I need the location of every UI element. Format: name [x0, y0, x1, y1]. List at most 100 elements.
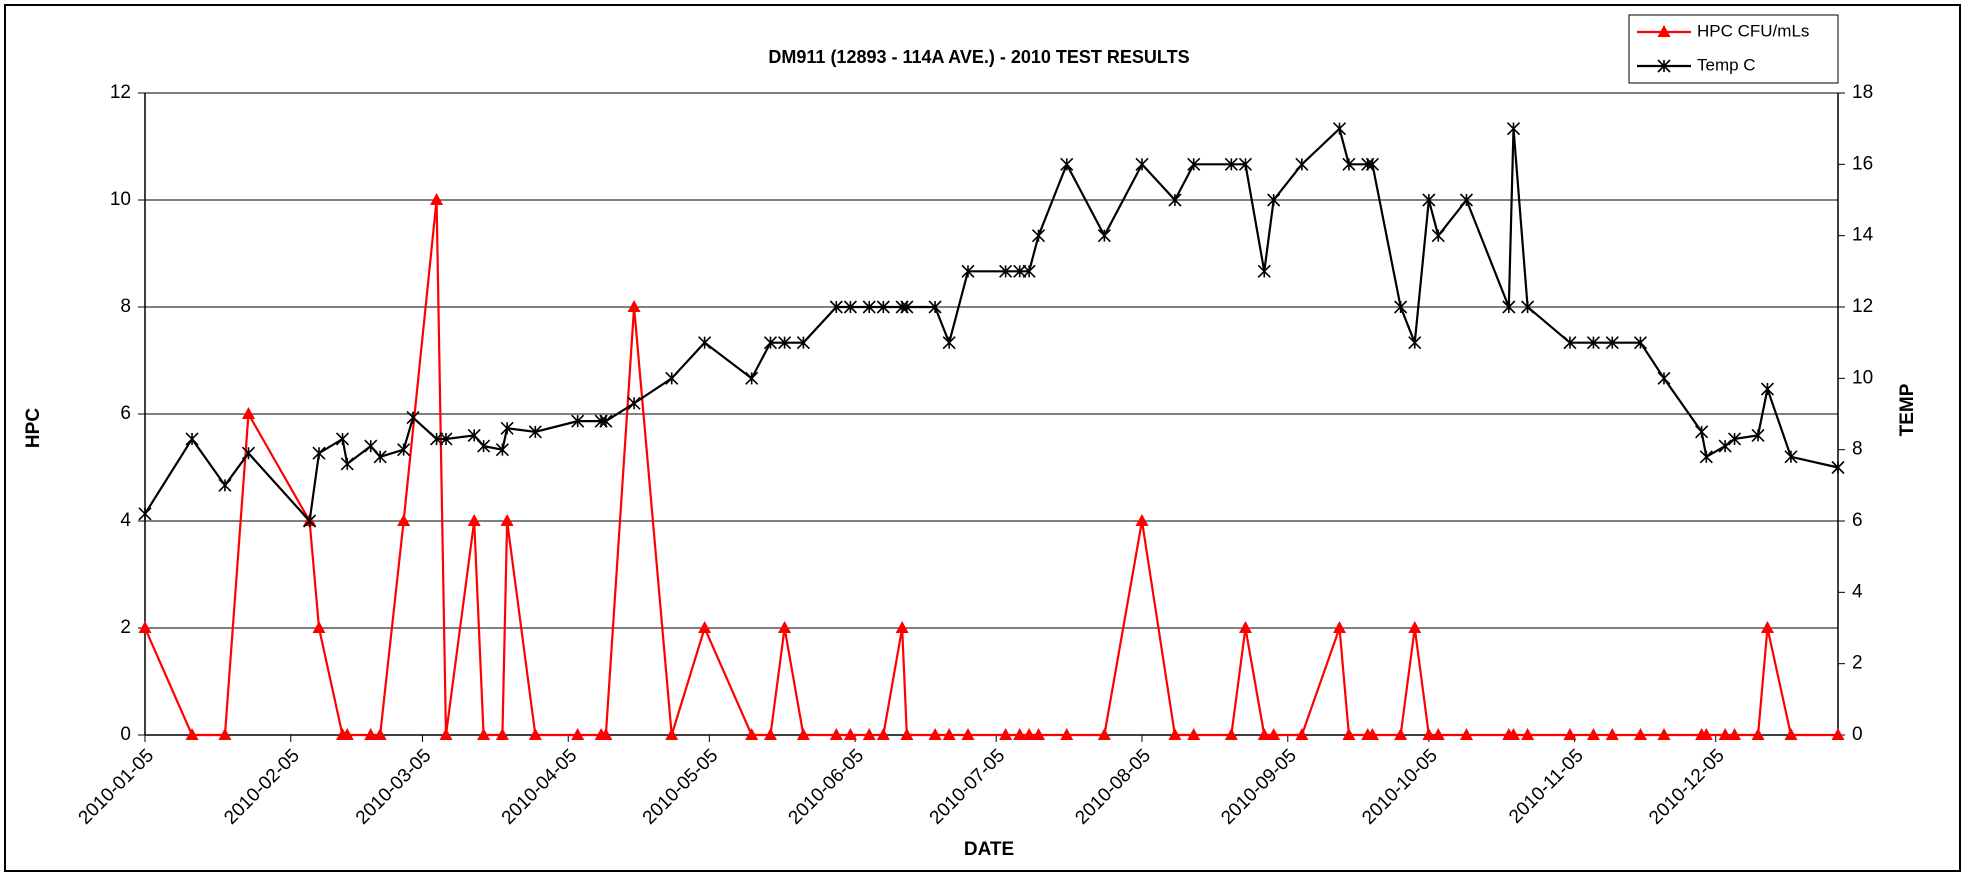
point	[796, 728, 810, 740]
point	[928, 300, 942, 314]
point	[862, 300, 876, 314]
point	[999, 264, 1013, 278]
point	[528, 728, 542, 740]
point	[477, 728, 491, 740]
x-axis-label: DATE	[964, 839, 1014, 860]
point	[1408, 621, 1422, 633]
point	[1187, 728, 1201, 740]
point	[364, 439, 378, 453]
point	[1267, 193, 1281, 207]
point	[1657, 371, 1671, 385]
point	[1422, 193, 1436, 207]
point	[1784, 728, 1798, 740]
point	[763, 728, 777, 740]
point	[1394, 728, 1408, 740]
point	[1633, 336, 1648, 350]
point	[1699, 728, 1713, 740]
point	[430, 193, 444, 205]
point	[1506, 122, 1521, 136]
point	[1760, 382, 1775, 396]
point	[1060, 728, 1074, 740]
point	[467, 428, 481, 442]
point	[312, 621, 326, 633]
point	[1187, 157, 1201, 171]
point	[627, 396, 641, 410]
point	[763, 336, 778, 350]
point	[1831, 460, 1845, 475]
point	[1784, 450, 1798, 464]
point	[829, 300, 843, 314]
point	[1394, 300, 1408, 314]
point	[1295, 157, 1309, 171]
point	[1718, 728, 1732, 740]
point	[961, 728, 975, 740]
point	[1408, 336, 1422, 350]
point	[1168, 193, 1182, 207]
point	[665, 728, 679, 740]
point	[843, 300, 857, 314]
y2-tick-label: 16	[1852, 153, 1873, 174]
point	[876, 300, 890, 314]
point	[1097, 229, 1111, 243]
point	[900, 300, 914, 314]
point	[1365, 728, 1379, 740]
point	[1022, 728, 1036, 740]
point	[876, 728, 890, 740]
point	[571, 414, 585, 428]
point	[397, 443, 411, 457]
point	[185, 432, 199, 446]
point	[599, 728, 613, 740]
y-tick-label: 8	[120, 296, 131, 317]
point	[1605, 728, 1619, 740]
point	[439, 728, 453, 740]
point	[1563, 728, 1577, 740]
point	[1521, 728, 1535, 740]
point	[1342, 728, 1356, 740]
point	[495, 443, 509, 457]
point	[1695, 425, 1709, 439]
point	[942, 336, 956, 350]
point	[1333, 621, 1347, 633]
y2-tick-label: 18	[1852, 82, 1873, 103]
y-tick-label: 2	[120, 617, 131, 638]
point	[430, 432, 444, 446]
series-line	[143, 199, 1838, 737]
point	[1224, 728, 1238, 740]
y2-tick-label: 6	[1852, 510, 1863, 531]
point	[340, 728, 354, 740]
point	[829, 728, 843, 740]
point	[1728, 728, 1742, 740]
point	[1507, 728, 1521, 740]
point	[745, 371, 759, 385]
point	[928, 728, 942, 740]
point	[241, 446, 256, 460]
point	[1586, 336, 1601, 350]
point	[1013, 264, 1027, 278]
y2-tick-label: 10	[1852, 367, 1873, 388]
point	[698, 621, 712, 633]
point	[138, 621, 152, 633]
point	[745, 728, 759, 740]
point	[1727, 432, 1742, 446]
point	[1031, 229, 1046, 243]
point	[439, 432, 453, 446]
point	[500, 514, 514, 526]
point	[335, 432, 350, 446]
point	[1224, 157, 1238, 171]
point	[1135, 157, 1149, 171]
point	[1060, 157, 1074, 171]
legend-label: HPC CFU/mLs	[1697, 21, 1809, 40]
point	[1365, 157, 1379, 171]
point	[312, 446, 326, 460]
point	[218, 478, 232, 492]
point	[397, 514, 411, 526]
point	[1718, 439, 1732, 453]
point	[303, 514, 317, 528]
point	[1257, 728, 1271, 740]
point	[1238, 157, 1253, 171]
point	[778, 336, 792, 350]
point	[528, 425, 542, 439]
point	[627, 300, 641, 312]
